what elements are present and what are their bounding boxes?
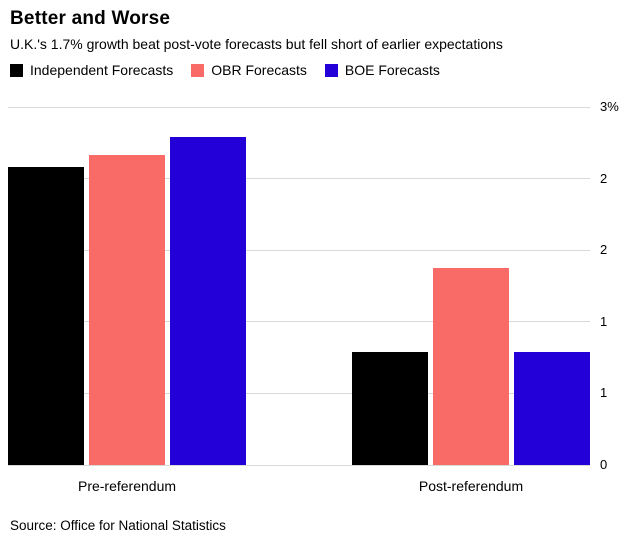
chart-title: Better and Worse: [10, 8, 171, 29]
legend-item: BOE Forecasts: [324, 62, 440, 78]
legend-swatch-icon: [191, 63, 205, 77]
gridline: [8, 392, 590, 394]
source-note: Source: Office for National Statistics: [10, 518, 226, 533]
y-axis-tick-label: 1: [600, 385, 608, 401]
chart-legend: Independent Forecasts OBR Forecasts BOE Fo…: [10, 62, 440, 78]
y-axis-tick-label: 2: [600, 170, 608, 186]
bar-independent-forecasts-pre-referendum: [8, 167, 84, 465]
chart-subtitle: U.K.'s 1.7% growth beat post-vote foreca…: [10, 36, 503, 52]
legend-item: OBR Forecasts: [191, 62, 307, 78]
bar-independent-forecasts-post-referendum: [352, 352, 428, 465]
bar-boe-forecasts-post-referendum: [514, 352, 590, 465]
legend-swatch-icon: [324, 63, 338, 77]
chart-area: 0 1 1 2 2 3%: [8, 99, 635, 472]
y-axis-tick-label: 3%: [600, 99, 619, 114]
gridline: [8, 321, 590, 323]
gridline: [8, 249, 590, 251]
legend-item: Independent Forecasts: [10, 62, 173, 78]
gridline: [8, 106, 590, 108]
bar-obr-forecasts-post-referendum: [433, 268, 509, 465]
y-axis-tick-label: 0: [600, 457, 608, 472]
legend-label: Independent Forecasts: [30, 62, 174, 78]
y-axis-tick-label: 2: [600, 242, 608, 258]
x-axis-label: Pre-referendum: [77, 478, 177, 494]
gridline: [8, 178, 590, 180]
legend-label: OBR Forecasts: [211, 62, 307, 78]
x-axis-label: Post-referendum: [418, 478, 524, 494]
y-axis-tick-label: 1: [600, 313, 608, 329]
x-axis-labels: Pre-referendum Post-referendum: [8, 478, 635, 498]
legend-label: BOE Forecasts: [344, 62, 440, 78]
bar-boe-forecasts-pre-referendum: [170, 137, 246, 465]
bar-obr-forecasts-pre-referendum: [89, 155, 165, 465]
legend-swatch-icon: [10, 63, 23, 77]
plot-area: [8, 106, 590, 466]
gridline: [8, 464, 590, 466]
